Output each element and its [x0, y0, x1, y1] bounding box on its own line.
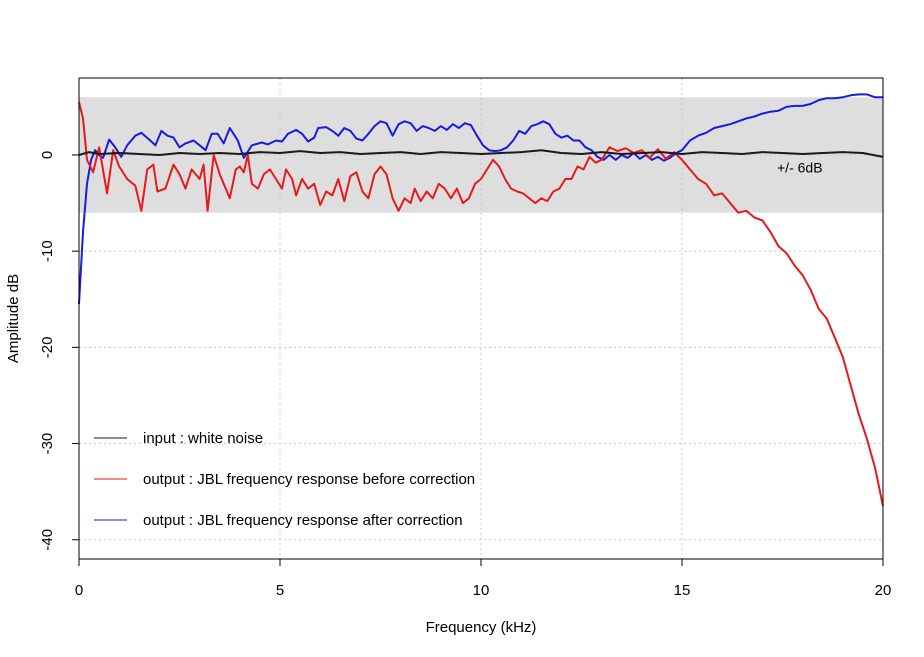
series-line-0 — [78, 149, 884, 158]
y-tick-label: -20 — [39, 337, 56, 359]
legend-entry-1: output : JBL frequency response before c… — [143, 471, 475, 488]
legend: input : white noise output : JBL frequenc… — [94, 430, 475, 529]
series-line-1 — [78, 101, 884, 507]
y-tick-label: -30 — [39, 433, 56, 455]
x-tick-label: 0 — [75, 582, 83, 599]
x-axis-label: Frequency (kHz) — [426, 619, 537, 636]
legend-entry-2: output : JBL frequency response after co… — [143, 512, 463, 529]
y-axis-label: Amplitude dB — [5, 274, 22, 363]
y-tick-label: -10 — [39, 240, 56, 262]
x-tick-label: 15 — [674, 582, 691, 599]
x-tick-label: 5 — [276, 582, 284, 599]
x-tick-label: 10 — [473, 582, 490, 599]
band-label: +/- 6dB — [777, 159, 823, 175]
series-line-2 — [78, 93, 883, 305]
x-tick-label: 20 — [875, 582, 892, 599]
y-tick-label: 0 — [39, 151, 56, 159]
legend-entry-0: input : white noise — [143, 430, 263, 447]
y-tick-label: -40 — [39, 529, 56, 551]
